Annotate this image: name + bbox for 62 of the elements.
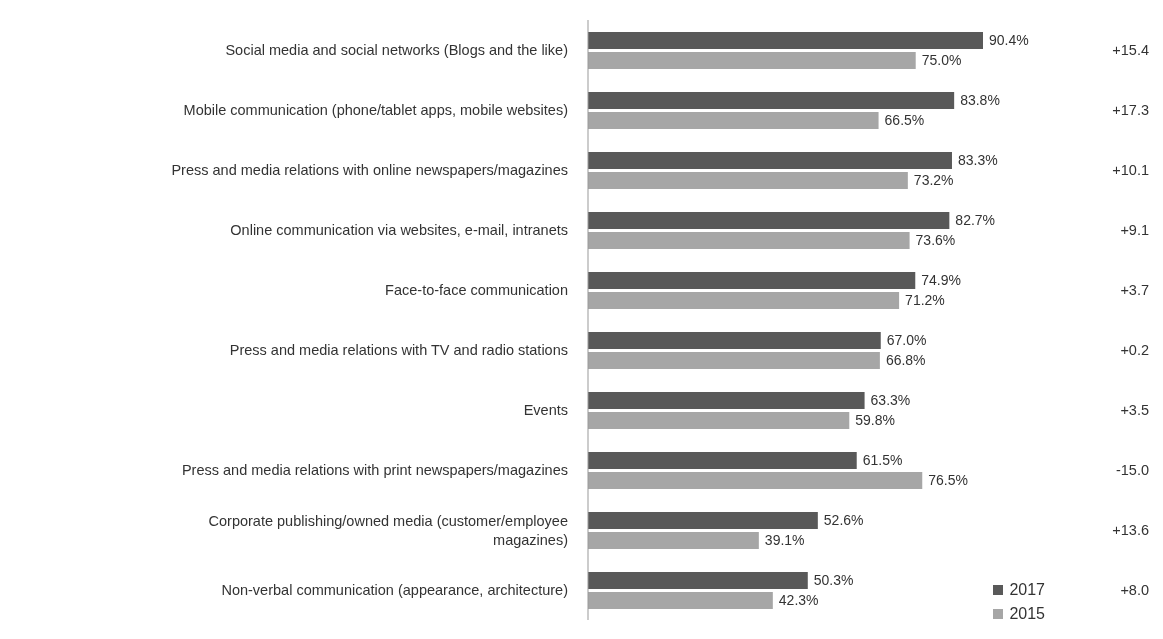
data-label: 67.0% <box>886 332 927 349</box>
data-label: 66.5% <box>884 112 925 129</box>
text: +9.1 <box>1120 221 1149 239</box>
legend-label: 2015 <box>1009 605 1045 623</box>
bar <box>588 52 916 69</box>
y-tick-label: Press and media relations with TV and radio stations <box>229 342 568 358</box>
data-label: 42.3% <box>778 592 819 609</box>
bar <box>588 292 900 309</box>
text: +13.6 <box>1112 521 1149 539</box>
text: +15.4 <box>1112 41 1149 59</box>
bar <box>588 332 881 349</box>
bar <box>588 532 759 549</box>
data-label: 50.3% <box>813 572 854 589</box>
bar <box>588 112 879 129</box>
y-tick-label: Non-verbal communication (appearance, architecture) <box>221 582 568 598</box>
bar <box>588 272 916 289</box>
y-tick-label: Press and media relations with online newspapers/magazines <box>171 162 568 178</box>
bar <box>588 92 955 109</box>
bar <box>588 412 850 429</box>
bar <box>588 232 910 249</box>
data-label: 83.3% <box>957 152 998 169</box>
y-tick-label: Face-to-face communication <box>385 282 568 298</box>
data-label: 52.6% <box>823 512 864 529</box>
bar <box>588 472 923 489</box>
y-tick-label: Social media and social networks (Blogs and the like) <box>225 42 568 58</box>
text: +0.2 <box>1120 341 1149 359</box>
text: +10.1 <box>1112 161 1149 179</box>
bar <box>588 172 908 189</box>
data-label: 74.9% <box>921 272 961 289</box>
y-tick-label: Online communication via websites, e-mail, intranets <box>230 222 568 238</box>
data-label: 39.1% <box>764 532 805 549</box>
data-label: 75.0% <box>921 52 962 69</box>
bar <box>588 392 865 409</box>
bar <box>588 152 952 169</box>
text: +3.5 <box>1120 401 1149 419</box>
y-tick-label: Events <box>523 402 568 418</box>
text: -15.0 <box>1115 461 1149 479</box>
data-label: 71.2% <box>905 292 945 309</box>
data-label: 76.5% <box>928 472 968 489</box>
data-label: 59.8% <box>855 412 895 429</box>
legend-label: 2017 <box>1009 581 1045 599</box>
data-label: 73.6% <box>915 232 956 249</box>
bar <box>588 572 808 589</box>
bar <box>588 592 773 609</box>
bar <box>588 452 857 469</box>
data-label: 90.4% <box>989 32 1029 49</box>
data-label: 61.5% <box>862 452 903 469</box>
text: +8.0 <box>1120 581 1149 599</box>
bar <box>588 512 818 529</box>
text: +17.3 <box>1112 101 1149 119</box>
y-tick-label: Corporate publishing/owned media (customer/employee magazines) <box>208 512 568 548</box>
y-tick-label: Mobile communication (phone/tablet apps, mobile websites) <box>183 102 568 118</box>
text: +3.7 <box>1120 281 1149 299</box>
bar <box>588 212 950 229</box>
data-label: 73.2% <box>913 172 954 189</box>
data-label: 63.3% <box>870 392 911 409</box>
bar <box>588 352 880 369</box>
y-tick-label: Press and media relations with print newspapers/magazines <box>181 462 568 478</box>
data-label: 66.8% <box>885 352 926 369</box>
bar <box>588 32 983 49</box>
data-label: 83.8% <box>960 92 1000 109</box>
data-label: 82.7% <box>955 212 996 229</box>
